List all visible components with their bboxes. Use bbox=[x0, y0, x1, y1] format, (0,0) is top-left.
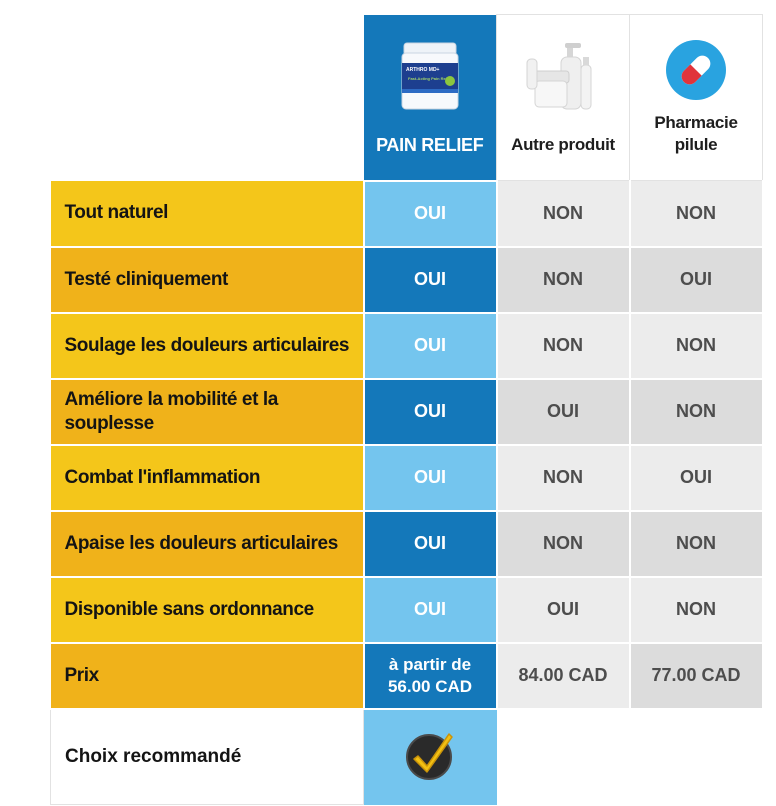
pharmacy-value: NON bbox=[629, 180, 764, 248]
pharmacy-value: NON bbox=[629, 378, 764, 446]
pharmacy-value: NON bbox=[629, 510, 764, 578]
recommended-cell bbox=[363, 708, 497, 805]
feature-label: Tout naturel bbox=[50, 180, 364, 248]
pharmacy-value: OUI bbox=[629, 246, 764, 314]
recommended-row: Choix recommandé bbox=[50, 708, 763, 805]
other-product-price: 84.00 CAD bbox=[496, 642, 631, 710]
main-product-value: OUI bbox=[362, 444, 498, 512]
price-amount: 56.00 CAD bbox=[387, 676, 473, 696]
feature-label: Testé cliniquement bbox=[50, 246, 364, 314]
check-badge-icon bbox=[406, 732, 453, 780]
main-product-value: OUI bbox=[362, 312, 498, 380]
comparison-table: ARTHRO MD+ Fast-Acting Pain Relief PAIN … bbox=[50, 14, 764, 805]
feature-label: Combat l'inflammation bbox=[50, 444, 364, 512]
main-product-price: à partir de 56.00 CAD bbox=[362, 642, 498, 710]
pharmacy-title: Pharmacie pilule bbox=[654, 113, 738, 154]
feature-label: Soulage les douleurs articulaires bbox=[50, 312, 364, 380]
price-row: Prix à partir de 56.00 CAD 84.00 CAD 77.00 C… bbox=[50, 642, 764, 710]
price-prefix: à partir de bbox=[388, 654, 472, 674]
product-jar-image: ARTHRO MD+ Fast-Acting Pain Relief bbox=[398, 27, 462, 127]
feature-label: Améliore la mobilité et la souplesse bbox=[50, 378, 364, 446]
header-row: ARTHRO MD+ Fast-Acting Pain Relief PAIN … bbox=[50, 14, 763, 182]
header-blank bbox=[50, 14, 364, 181]
main-product-value: OUI bbox=[362, 378, 498, 446]
pill-icon bbox=[665, 27, 727, 112]
empty-cell bbox=[496, 708, 630, 805]
table-row: Disponible sans ordonnance OUI OUI NON bbox=[50, 576, 764, 644]
header-other-product: Autre produit bbox=[496, 14, 630, 181]
other-product-value: NON bbox=[496, 510, 631, 578]
table-row: Apaise les douleurs articulaires OUI NON NO… bbox=[50, 510, 764, 578]
table-row: Tout naturel OUI NON NON bbox=[50, 180, 764, 248]
pharmacy-value: NON bbox=[629, 576, 764, 644]
main-product-value: OUI bbox=[362, 576, 498, 644]
other-product-value: NON bbox=[496, 246, 631, 314]
other-product-value: NON bbox=[496, 312, 631, 380]
price-label: Prix bbox=[50, 642, 364, 710]
other-product-value: NON bbox=[496, 444, 631, 512]
table-row: Combat l'inflammation OUI NON OUI bbox=[50, 444, 764, 512]
main-product-value: OUI bbox=[362, 246, 498, 314]
pharmacy-value: OUI bbox=[629, 444, 764, 512]
header-pharmacy-pill: Pharmacie pilule bbox=[629, 14, 763, 181]
svg-text:Fast-Acting Pain Relief: Fast-Acting Pain Relief bbox=[408, 76, 452, 81]
empty-cell bbox=[629, 708, 763, 805]
feature-label: Disponible sans ordonnance bbox=[50, 576, 364, 644]
pharmacy-value: NON bbox=[629, 312, 764, 380]
svg-text:ARTHRO MD+: ARTHRO MD+ bbox=[406, 67, 440, 73]
header-main-product: ARTHRO MD+ Fast-Acting Pain Relief PAIN … bbox=[363, 14, 497, 182]
pharmacy-price: 77.00 CAD bbox=[629, 642, 764, 710]
recommended-label: Choix recommandé bbox=[50, 708, 364, 805]
cosmetic-bottles-image bbox=[523, 27, 603, 127]
other-product-title: Autre produit bbox=[511, 135, 615, 154]
main-product-value: OUI bbox=[362, 180, 498, 248]
table-row: Testé cliniquement OUI NON OUI bbox=[50, 246, 764, 314]
feature-label: Apaise les douleurs articulaires bbox=[50, 510, 364, 578]
other-product-value: OUI bbox=[496, 576, 631, 644]
main-product-value: OUI bbox=[362, 510, 498, 578]
table-row: Améliore la mobilité et la souplesse OUI O… bbox=[50, 378, 764, 446]
main-product-title: PAIN RELIEF bbox=[376, 134, 484, 155]
table-row: Soulage les douleurs articulaires OUI NON N… bbox=[50, 312, 764, 380]
other-product-value: OUI bbox=[496, 378, 631, 446]
other-product-value: NON bbox=[496, 180, 631, 248]
